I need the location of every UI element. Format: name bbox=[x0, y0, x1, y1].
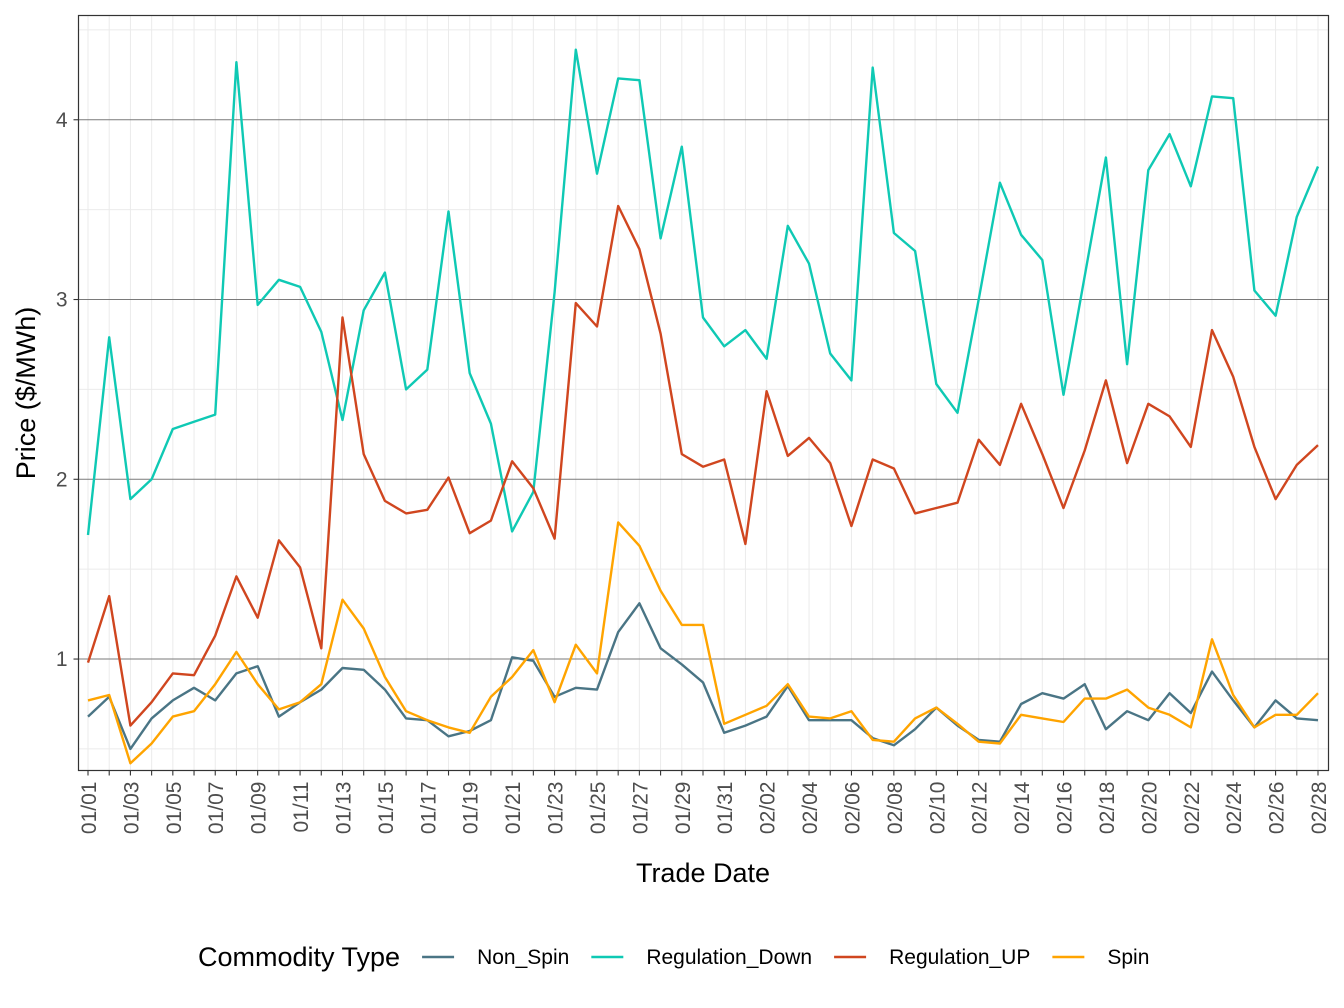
minor-gridlines bbox=[78, 15, 1329, 771]
y-tick-label: 4 bbox=[56, 109, 68, 132]
series-lines bbox=[86, 48, 1320, 765]
x-tick-label: 02/12 bbox=[969, 782, 992, 835]
x-tick-label: 02/08 bbox=[884, 782, 907, 835]
x-tick-label: 02/24 bbox=[1223, 781, 1246, 834]
x-tick-label: 01/07 bbox=[205, 782, 228, 835]
x-tick-label: 01/05 bbox=[163, 782, 186, 835]
legend-label-regulation-up: Regulation_UP bbox=[889, 946, 1030, 969]
x-tick-label: 02/26 bbox=[1266, 782, 1289, 835]
x-tick-label: 01/15 bbox=[375, 782, 398, 835]
x-tick-label: 02/14 bbox=[1011, 781, 1034, 834]
x-axis-title: Trade Date bbox=[636, 858, 770, 888]
x-tick-label: 02/28 bbox=[1308, 782, 1331, 835]
y-tick-label: 3 bbox=[56, 289, 68, 312]
x-tick-label: 02/04 bbox=[799, 781, 822, 834]
x-tick-label: 02/06 bbox=[841, 782, 864, 835]
x-tick-label: 01/17 bbox=[417, 782, 440, 835]
x-tick-label: 01/29 bbox=[672, 782, 695, 835]
x-tick-label: 02/10 bbox=[926, 782, 949, 835]
y-tick-label: 1 bbox=[56, 648, 68, 671]
x-tick-label: 01/19 bbox=[460, 782, 483, 835]
series-line-non-spin bbox=[87, 602, 1319, 751]
x-tick-label: 01/01 bbox=[78, 782, 101, 835]
y-axis: 1 2 3 4 bbox=[56, 109, 79, 671]
x-tick-label: 01/11 bbox=[290, 782, 313, 833]
x-tick-label: 01/21 bbox=[502, 782, 525, 835]
y-axis-title: Price ($/MWh) bbox=[11, 307, 41, 480]
series-line-regulation-up bbox=[86, 204, 1319, 727]
x-tick-label: 02/20 bbox=[1138, 782, 1161, 835]
x-tick-label: 02/16 bbox=[1054, 782, 1077, 835]
legend: Commodity Type Non_Spin Regulation_Down Re… bbox=[198, 942, 1149, 972]
x-tick-label: 02/22 bbox=[1181, 782, 1204, 835]
legend-title: Commodity Type bbox=[198, 942, 400, 972]
legend-label-non-spin: Non_Spin bbox=[477, 946, 569, 969]
legend-label-regulation-down: Regulation_Down bbox=[646, 946, 812, 969]
x-axis: 01/01 01/03 01/05 01/07 01/09 01/11 01/13 01/15… bbox=[78, 770, 1331, 835]
x-tick-label: 01/27 bbox=[629, 782, 652, 835]
x-tick-label: 01/13 bbox=[332, 782, 355, 835]
x-tick-label: 02/02 bbox=[757, 782, 780, 835]
series-line-regulation-down bbox=[86, 48, 1320, 536]
y-tick-label: 2 bbox=[56, 468, 68, 491]
x-tick-label: 01/25 bbox=[587, 782, 610, 835]
legend-label-spin: Spin bbox=[1107, 946, 1149, 969]
x-tick-label: 01/03 bbox=[120, 782, 143, 835]
series-line-spin bbox=[87, 521, 1319, 765]
x-tick-label: 01/23 bbox=[545, 782, 568, 835]
x-tick-label: 02/18 bbox=[1096, 782, 1119, 835]
x-tick-label: 01/31 bbox=[714, 782, 737, 835]
x-tick-label: 01/09 bbox=[248, 782, 271, 835]
